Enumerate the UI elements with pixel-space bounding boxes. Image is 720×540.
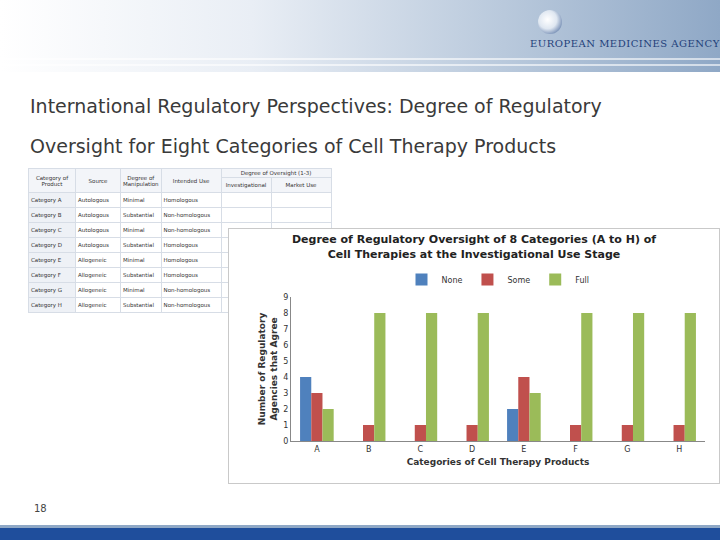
html-text:Autologous: Autologous: [78, 242, 109, 248]
svg-text:C: C: [418, 445, 424, 454]
html-text:Allogeneic: Allogeneic: [78, 302, 107, 308]
svg-text:Degree of Regulatory Oversight: Degree of Regulatory Oversight of 8 Cate…: [292, 233, 656, 260]
svg-text:None: None: [442, 276, 463, 285]
html-text:18: 18: [34, 503, 47, 514]
html-text:Minimal: Minimal: [123, 257, 145, 263]
svg-text:7: 7: [283, 325, 288, 334]
svg-text:5: 5: [283, 357, 288, 366]
html-text:Homologous: Homologous: [163, 257, 198, 263]
html-text:Allogeneic: Allogeneic: [78, 257, 107, 263]
svg-text:4: 4: [283, 373, 288, 382]
html-text:Category F: Category F: [31, 272, 61, 278]
html-text:Non-homologous: Non-homologous: [163, 212, 211, 218]
svg-text:3: 3: [283, 389, 288, 398]
html-text:Allogeneic: Allogeneic: [78, 272, 107, 278]
svg-text:2: 2: [283, 405, 288, 414]
html-text:Oversight for Eight Categories: Oversight for Eight Categories of Cell T…: [30, 135, 556, 157]
html-text:Category D: Category D: [31, 242, 63, 248]
html-text:Intended Use: Intended Use: [172, 177, 210, 184]
html-text:EUROPEAN MEDICINES AGENCY: EUROPEAN MEDICINES AGENCY: [530, 38, 720, 49]
svg-text:D: D: [469, 445, 475, 454]
html-text:Category E: Category E: [31, 257, 62, 263]
html-text:Homologous: Homologous: [163, 272, 198, 278]
html-text:Non-homologous: Non-homologous: [163, 302, 211, 308]
html-text:Autologous: Autologous: [78, 212, 109, 218]
html-text:Non-homologous: Non-homologous: [163, 287, 211, 293]
html-text:Category A: Category A: [31, 197, 62, 203]
html-text:Degree of Manipulation: Degree of Manipulation: [123, 174, 159, 187]
html-text:Degree of Oversight (1-3): Degree of Oversight (1-3): [240, 170, 312, 176]
svg-text:F: F: [573, 445, 578, 454]
html-text:International Regulatory Persp: International Regulatory Perspectives: D…: [30, 95, 602, 117]
html-text:Category B: Category B: [31, 212, 62, 218]
html-text:Autologous: Autologous: [78, 227, 109, 233]
html-text:Investigational: Investigational: [225, 182, 267, 188]
html-text:Minimal: Minimal: [123, 227, 145, 233]
svg-text:Number of RegulatoryAgencies t: Number of RegulatoryAgencies that Agree: [257, 313, 279, 426]
html-text:Category G: Category G: [31, 287, 63, 293]
html-text:Substantial: Substantial: [123, 242, 154, 248]
html-text:Substantial: Substantial: [123, 302, 154, 308]
svg-text:8: 8: [283, 309, 288, 318]
svg-text:1: 1: [283, 421, 288, 430]
html-text:Substantial: Substantial: [123, 212, 154, 218]
html-text:Allogeneic: Allogeneic: [78, 287, 107, 293]
html-text:Autologous: Autologous: [78, 197, 109, 203]
svg-text:Some: Some: [507, 276, 530, 285]
svg-text:A: A: [314, 445, 320, 454]
svg-text:0: 0: [283, 437, 288, 446]
svg-text:9: 9: [283, 293, 288, 302]
svg-text:B: B: [366, 445, 372, 454]
html-text:Market Use: Market Use: [285, 182, 317, 188]
html-text:Non-homologous: Non-homologous: [163, 227, 211, 233]
svg-text:H: H: [676, 445, 682, 454]
html-text:Minimal: Minimal: [123, 287, 145, 293]
svg-text:Categories of Cell Therapy Pro: Categories of Cell Therapy Products: [407, 457, 590, 467]
html-text:Homologous: Homologous: [163, 242, 198, 248]
html-text:Minimal: Minimal: [123, 197, 145, 203]
html-text:Category C: Category C: [31, 227, 62, 233]
html-text:Source: Source: [88, 177, 108, 184]
html-text:Substantial: Substantial: [123, 272, 154, 278]
html-text:Homologous: Homologous: [163, 197, 198, 203]
svg-text:6: 6: [283, 341, 288, 350]
html-text:Category of Product: Category of Product: [35, 174, 69, 187]
svg-text:G: G: [624, 445, 630, 454]
html-text:Category H: Category H: [31, 302, 62, 308]
svg-text:E: E: [521, 445, 526, 454]
svg-text:Full: Full: [575, 276, 589, 285]
